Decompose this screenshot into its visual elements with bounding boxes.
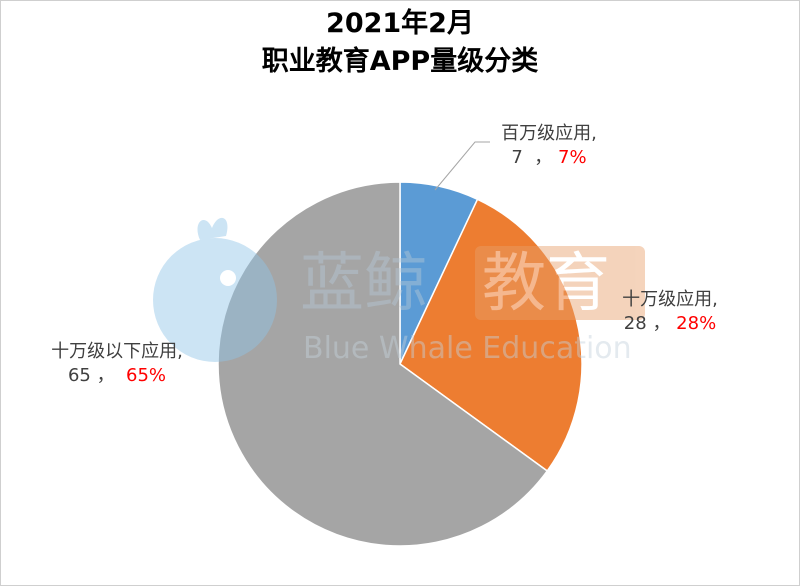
watermark-logo: 蓝鲸 教育 Blue Whale Education [153, 217, 645, 366]
watermark-text-en: Blue Whale Education [303, 331, 632, 366]
pie-slice-below-100k [217, 181, 549, 547]
slice-label-below-100k-name: 十万级以下应用, [51, 341, 183, 362]
slice-label-100k-sep: ， [652, 313, 671, 334]
slice-label-million-pct: 7% [558, 147, 587, 168]
slice-label-100k-values: 28 ， 28% [605, 312, 735, 336]
slice-label-million-value: 7 [511, 147, 523, 168]
slice-label-100k-pct: 28% [676, 313, 717, 334]
slice-label-below-100k-value: 65 [67, 365, 91, 386]
slice-label-million-values: 7 ， 7% [494, 146, 604, 170]
chart-title-line1: 2021年2月 [326, 8, 474, 39]
watermark-whale-body [153, 238, 277, 362]
slice-label-below-100k-sep: ， [96, 365, 115, 386]
slice-label-100k-value: 28 [623, 313, 647, 334]
leader-line-million [434, 141, 490, 191]
pie-slices [217, 181, 583, 547]
watermark-text-cn2: 教育 [482, 247, 610, 321]
watermark-whale-eye [220, 270, 236, 286]
slice-label-below-100k-values: 65 ， 65% [32, 364, 202, 388]
slice-label-million: 百万级应用, 7 ， 7% [494, 122, 604, 170]
slice-label-below-100k-pct: 65% [126, 365, 167, 386]
pie-slice-100k [399, 198, 583, 473]
watermark-badge [475, 246, 645, 320]
slice-label-100k-name: 十万级应用, [622, 289, 718, 310]
slice-label-below-100k: 十万级以下应用, 65 ， 65% [32, 340, 202, 388]
chart-title-line2: 职业教育APP量级分类 [261, 46, 539, 77]
watermark-text-cn1: 蓝鲸 [300, 247, 428, 321]
leader-lines [434, 141, 490, 191]
watermark-whale-spout-icon [197, 217, 228, 240]
slice-label-million-name: 百万级应用, [501, 123, 597, 144]
slice-label-100k: 十万级应用, 28 ， 28% [605, 288, 735, 336]
slice-label-million-sep: ， [534, 147, 553, 168]
